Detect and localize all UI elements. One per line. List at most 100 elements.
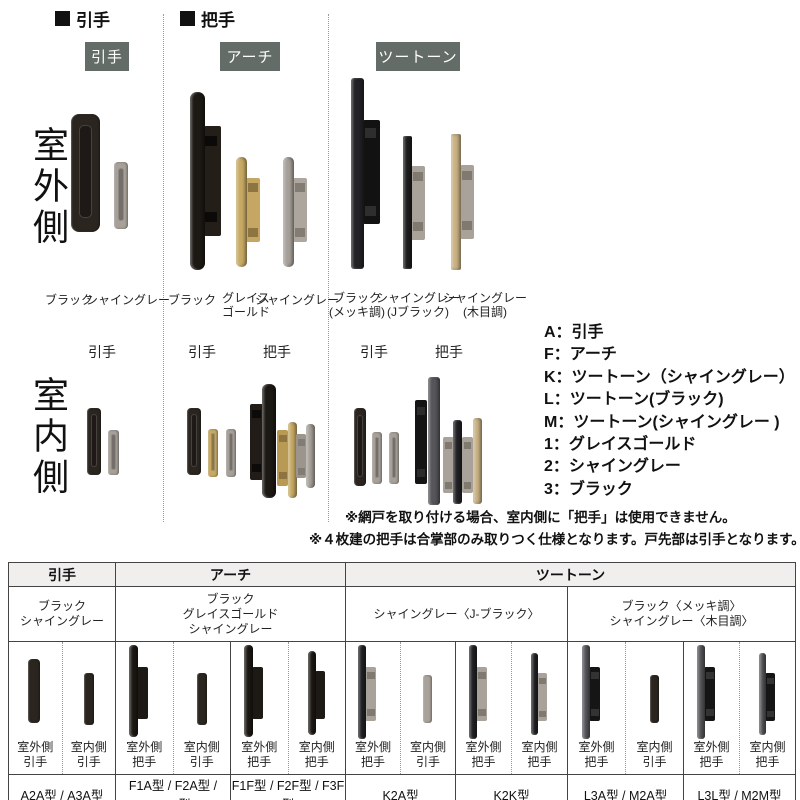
- indoor-arch-hikite-gray-handle-image: [226, 429, 236, 477]
- table-model-row: A2A型 / A3A型 F1A型 / F2A型 / F3A型 F1F型 / F2…: [8, 774, 797, 800]
- outdoor-variant: 室外側 把手: [684, 642, 739, 774]
- color-label-line: グレイス: [222, 291, 270, 305]
- color-line: ブラック〈メッキ調〉: [621, 599, 742, 613]
- indoor-arch-tote-black-handle-image: [250, 384, 277, 498]
- color-label-line: ゴールド: [221, 304, 270, 319]
- color-line: ブラック: [37, 599, 86, 613]
- key-line: 3：ブラック: [544, 480, 633, 498]
- key-line: 2：シャイングレー: [544, 458, 681, 476]
- color-label: シャイングレー: [84, 293, 172, 308]
- outdoor-twotone-wood-handle-image: [451, 134, 475, 270]
- variant-cell-a: 室外側 引手 室内側 引手: [8, 641, 116, 775]
- model-cell: F1F型 / F2F型 / F3F型: [229, 774, 347, 800]
- group-header-hikite: 引手: [8, 562, 116, 587]
- outdoor-twotone-jblack-handle-image: [403, 136, 426, 269]
- model-cell: L3A型 / M2A型: [567, 774, 685, 800]
- color-label-line: (木目調): [463, 304, 507, 319]
- color-label-line: ブラック: [332, 291, 381, 305]
- variant-cell-k2k: 室外側 把手 室内側 把手: [455, 641, 569, 775]
- indoor-hikite-gray-handle-image: [108, 430, 119, 475]
- color-label: シャイングレー (Jブラック): [374, 291, 462, 319]
- type-label: 把手: [361, 755, 386, 769]
- key-line: L：ツートーン(ブラック): [544, 391, 724, 409]
- indoor-arch-hikite-gold-handle-image: [208, 429, 218, 477]
- indoor-variant: 室内側 引手: [172, 642, 231, 774]
- section-divider: [328, 14, 329, 522]
- type-label: 把手: [247, 755, 272, 769]
- type-label: 引手: [23, 755, 48, 769]
- color-label-line: ブラック: [167, 293, 216, 307]
- key-line: K：ツートーン（シャイングレー）: [544, 368, 795, 386]
- color-line: シャイングレー〈木目調〉: [609, 614, 754, 628]
- side-label: 室外側: [355, 740, 392, 754]
- outdoor-variant: 室外側 把手: [231, 642, 288, 774]
- side-label: 室内側: [521, 740, 558, 754]
- type-label: 把手: [471, 755, 496, 769]
- handle-image: [350, 645, 396, 739]
- color-label-line: シャイングレー: [254, 293, 339, 307]
- side-label: 室内側: [749, 740, 786, 754]
- variant-cell-f1a: 室外側 把手 室内側 引手: [115, 641, 231, 775]
- color-label-line: シャイングレー: [375, 291, 460, 305]
- side-label: 室外側: [241, 740, 278, 754]
- side-label: 室外側: [17, 740, 54, 754]
- indoor-variant: 室内側 把手: [511, 642, 567, 774]
- type-label: 把手: [699, 755, 724, 769]
- color-line: グレイスゴールド: [182, 606, 279, 621]
- color-label-line: シャイングレー: [442, 291, 527, 305]
- handle-image: [745, 645, 791, 739]
- color-line: シャイングレー〈J-ブラック〉: [373, 606, 540, 621]
- table-image-row: 室外側 引手 室内側 引手 室外側 把手 室内側 引手: [8, 641, 797, 775]
- color-label: ブラック (メッキ調): [324, 291, 390, 319]
- side-label: 室内側: [70, 740, 107, 754]
- side-label: 室外側: [693, 740, 730, 754]
- color-label-line: ブラック: [44, 293, 93, 307]
- handle-image: [294, 645, 340, 739]
- black-square-icon: [55, 11, 70, 26]
- color-cell: ブラック グレイスゴールド シャイングレー: [114, 586, 347, 642]
- indoor-type-label: 把手: [435, 344, 463, 360]
- outdoor-hikite-black-handle-image: [71, 114, 100, 232]
- type-label: 引手: [642, 755, 667, 769]
- variant-cell-f1f: 室外側 把手 室内側 把手: [229, 641, 347, 775]
- indoor-type-label: 引手: [88, 344, 116, 360]
- color-label: シャイングレー (木目調): [441, 291, 529, 319]
- color-label: シャイングレー: [253, 293, 341, 308]
- handle-image: [689, 645, 735, 739]
- model-cell: K2A型: [345, 774, 457, 800]
- color-line: シャイングレー: [19, 614, 104, 628]
- indoor-arch-tote-gray-handle-image: [296, 424, 316, 488]
- type-key-list: A：引手 F：アーチ K：ツートーン（シャイングレー） L：ツートーン(ブラック…: [544, 322, 795, 501]
- type-label: 引手: [416, 755, 441, 769]
- outdoor-variant: 室外側 把手: [456, 642, 511, 774]
- badge-twotone: ツートーン: [376, 42, 460, 71]
- handle-image: [236, 645, 282, 739]
- color-label: ブラック: [41, 293, 97, 308]
- key-line: M：ツートーン(シャイングレー ): [544, 413, 780, 431]
- side-label: 室外側: [578, 740, 615, 754]
- handle-image: [12, 645, 58, 739]
- type-label: 把手: [304, 755, 329, 769]
- side-label: 室内側: [183, 740, 220, 754]
- handle-image: [66, 645, 112, 739]
- indoor-arch-hikite-black-handle-image: [187, 408, 201, 475]
- side-label: 室外側: [465, 740, 502, 754]
- model-cell: A2A型 / A3A型: [8, 774, 116, 800]
- indoor-type-label: 引手: [360, 344, 388, 360]
- type-label: 把手: [755, 755, 780, 769]
- note-line-1: ※網戸を取り付ける場合、室内側に「把手」は使用できません。: [345, 510, 736, 525]
- spec-table: 引手 アーチ ツートーン ブラック シャイングレー ブラック グレイスゴールド …: [8, 562, 797, 800]
- indoor-twotone-hikite-gray-handle-image: [372, 432, 382, 484]
- outdoor-hikite-gray-handle-image: [114, 162, 128, 229]
- indoor-twotone-tote-gray-handle-image: [415, 377, 441, 505]
- badge-hikite: 引手: [85, 42, 129, 71]
- handle-image: [461, 645, 507, 739]
- outdoor-variant: 室外側 把手: [116, 642, 173, 774]
- model-cell: F1A型 / F2A型 / F3A型: [115, 774, 231, 800]
- table-color-row: ブラック シャイングレー ブラック グレイスゴールド シャイングレー シャイング…: [8, 586, 797, 642]
- indoor-hikite-black-handle-image: [87, 408, 101, 475]
- indoor-twotone-hikite-black-handle-image: [354, 408, 366, 486]
- table-group-header-row: 引手 アーチ ツートーン: [8, 562, 797, 587]
- group-header-twotone: ツートーン: [345, 562, 797, 587]
- handle-image: [632, 645, 678, 739]
